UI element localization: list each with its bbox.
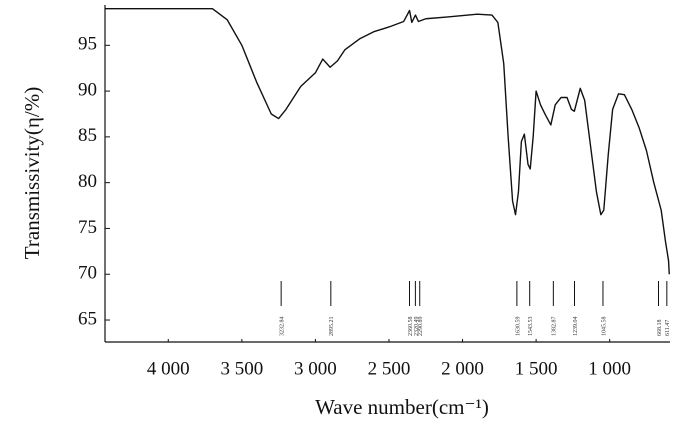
- peak-label: 3232.84: [280, 317, 286, 337]
- peak-label: 1543.53: [528, 317, 534, 337]
- peak-label: 1382.87: [552, 317, 558, 337]
- y-tick-label: 95: [78, 34, 97, 55]
- y-tick-label: 65: [78, 308, 97, 329]
- y-tick-label: 75: [78, 217, 97, 238]
- x-tick-label: 3 000: [294, 358, 337, 379]
- y-tick-label: 70: [78, 263, 97, 284]
- x-axis-title: Wave number(cm⁻¹): [315, 395, 489, 419]
- x-tick-label: 1 500: [515, 358, 558, 379]
- spectrum-line: [105, 7, 670, 275]
- x-tick-label: 2 500: [368, 358, 411, 379]
- peak-label: 2895.21: [329, 317, 335, 337]
- x-tick-label: 4 000: [147, 358, 190, 379]
- peak-label: 1045.58: [601, 317, 607, 337]
- peak-label: 2320.49: [414, 317, 420, 337]
- y-tick-label: 90: [78, 79, 97, 100]
- y-tick-label: 80: [78, 171, 97, 192]
- y-axis-title: Transmissivity(η/%): [20, 87, 44, 259]
- x-tick-label: 2 000: [441, 358, 484, 379]
- peak-label: 668.18: [657, 320, 663, 337]
- x-tick-label: 3 500: [220, 358, 263, 379]
- y-tick-label: 85: [78, 125, 97, 146]
- peak-label: 1239.04: [573, 317, 579, 337]
- peak-label: 2290.89: [418, 317, 424, 337]
- peak-label: 2360.58: [408, 317, 414, 337]
- peak-label: 1630.59: [515, 317, 521, 337]
- x-tick-label: 1 000: [588, 358, 631, 379]
- peak-label: 611.47: [665, 320, 671, 336]
